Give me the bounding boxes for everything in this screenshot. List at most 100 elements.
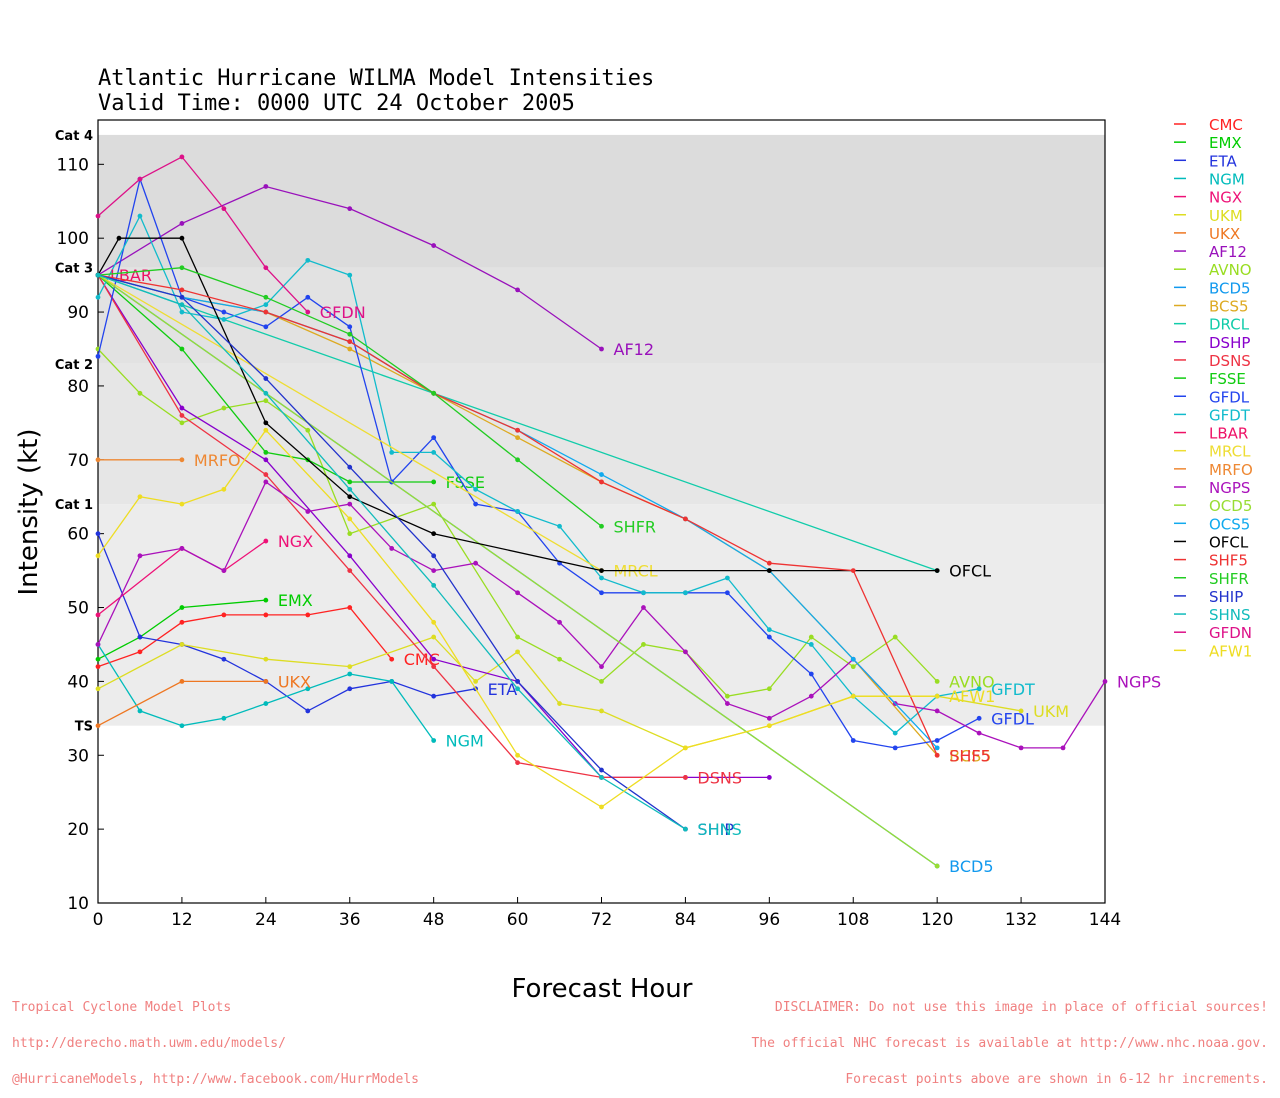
data-point [724, 701, 730, 706]
data-point [347, 671, 353, 677]
data-point [515, 287, 520, 293]
legend-entry-label: GFDL [1209, 388, 1250, 406]
x-tick-label: 36 [339, 910, 361, 930]
data-point [263, 265, 269, 271]
data-point [347, 605, 353, 610]
data-point [431, 582, 437, 588]
series-ukx: UKX [95, 672, 311, 729]
data-point [515, 457, 520, 463]
data-point [683, 590, 688, 596]
legend-entry-label: DSHP [1209, 334, 1250, 352]
legend-entry-label: UKM [1209, 207, 1243, 225]
data-point [934, 678, 940, 684]
series-end-label: NGPS [1117, 672, 1161, 691]
x-tick-label: 72 [591, 910, 613, 930]
series-line [97, 606, 393, 668]
data-point [347, 501, 353, 507]
data-point [95, 553, 101, 559]
data-point [305, 686, 311, 692]
data-point [431, 664, 437, 670]
legend-entry-label: ETA [1209, 152, 1237, 170]
data-point [1018, 708, 1024, 714]
series-end-label: AF12 [614, 340, 655, 359]
category-label: Cat 1 [55, 498, 93, 513]
data-point [934, 568, 940, 573]
data-point [599, 523, 604, 529]
data-point [179, 154, 185, 160]
category-bands [98, 120, 1105, 903]
series-shns: SHNS [95, 272, 742, 839]
series-gfdt: GFDT [95, 213, 1035, 736]
legend-entry-label: OCS5 [1209, 515, 1250, 533]
data-point [263, 376, 269, 381]
data-point [431, 656, 437, 662]
data-point [347, 479, 353, 485]
disclaimer-line: DISCLAIMER: Do not use this image in pla… [774, 1000, 1268, 1015]
data-point [263, 612, 269, 618]
data-point [347, 486, 353, 492]
data-point [347, 272, 353, 278]
data-point [347, 686, 353, 692]
legend-entry-label: AF12 [1209, 243, 1247, 261]
footer-credit-line[interactable]: @HurricaneModels, http://www.facebook.co… [12, 1072, 419, 1087]
category-band [98, 120, 1105, 135]
data-point [305, 509, 311, 514]
data-point [263, 184, 269, 189]
disclaimer-line: The official NHC forecast is available a… [751, 1036, 1268, 1051]
data-point [221, 715, 227, 721]
data-point [641, 642, 646, 647]
data-point [431, 435, 437, 441]
data-point [934, 693, 940, 699]
data-point [305, 309, 311, 315]
data-point [179, 221, 185, 226]
data-point [599, 775, 604, 780]
chart-title: Atlantic Hurricane WILMA Model Intensiti… [98, 66, 655, 91]
series-end-label: GFDL [991, 709, 1034, 728]
series-end-label: NGX [278, 532, 313, 551]
x-tick-label: 60 [507, 910, 529, 930]
x-tick-label: 120 [921, 910, 953, 930]
data-point [724, 693, 730, 699]
data-point [431, 501, 437, 507]
data-point [179, 287, 185, 293]
data-point [95, 272, 101, 278]
data-point [557, 619, 562, 625]
data-point [599, 575, 604, 581]
footer-credit-line[interactable]: http://derecho.math.uwm.edu/models/ [12, 1036, 286, 1051]
data-point [766, 627, 772, 633]
data-point [221, 317, 227, 322]
data-point [179, 413, 185, 418]
data-point [515, 649, 520, 655]
legend-entry-label: DSNS [1209, 352, 1251, 370]
data-point [976, 730, 982, 736]
legend-entry-label: NGM [1209, 170, 1245, 188]
y-tick-label: 80 [67, 377, 89, 397]
series-line [97, 274, 938, 867]
data-point [683, 649, 688, 655]
data-point [179, 723, 185, 729]
series-line [97, 156, 309, 313]
data-point [179, 302, 185, 308]
series-line [97, 274, 602, 572]
data-point [221, 656, 227, 662]
data-point [221, 568, 227, 573]
legend-entry-label: MRFO [1209, 461, 1253, 479]
data-point [1102, 678, 1108, 684]
data-point [137, 494, 143, 500]
series-end-label: MRFO [194, 451, 241, 470]
data-point [431, 531, 437, 537]
data-point [95, 457, 101, 463]
data-point [137, 390, 143, 396]
data-point [599, 472, 604, 477]
y-axis-label: Intensity (kt) [14, 429, 44, 596]
data-point [305, 708, 311, 714]
data-point [557, 701, 562, 706]
y-tick-label: 100 [57, 229, 89, 249]
legend-entry-label: SHNS [1209, 606, 1251, 624]
data-point [179, 420, 185, 426]
data-point [263, 398, 269, 404]
y-tick-label: 20 [67, 820, 89, 840]
data-point [515, 760, 520, 766]
series-ngps: NGPS [95, 479, 1161, 751]
